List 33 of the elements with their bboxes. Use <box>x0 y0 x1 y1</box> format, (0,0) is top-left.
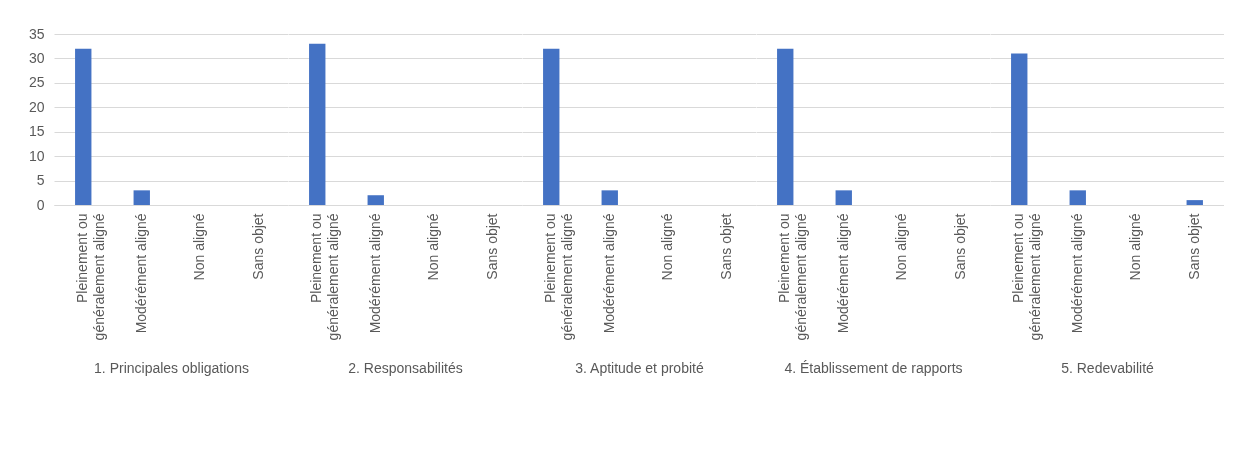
x-tick-label: Non aligné <box>191 213 208 281</box>
x-tick-label: Pleinement ou généralement aligné <box>308 213 342 341</box>
x-axis-title: 3. Aptitude et probité <box>575 360 704 377</box>
y-tick-label: 35 <box>28 25 45 42</box>
x-tick-label: Sans objet <box>483 213 500 280</box>
x-tick-label: Modérément aligné <box>600 213 617 334</box>
y-tick-label: 5 <box>36 172 45 189</box>
x-axis-title: 5. Redevabilité <box>1061 360 1155 377</box>
x-tick-label: Non aligné <box>1127 213 1144 281</box>
x-tick-label: Non aligné <box>425 213 442 281</box>
y-tick-label: 30 <box>28 49 45 66</box>
x-tick-label: Sans objet <box>1185 213 1202 280</box>
x-tick-label: Modérément aligné <box>834 213 851 334</box>
x-tick-label: Sans objet <box>717 213 734 280</box>
x-tick-label: Non aligné <box>893 213 910 281</box>
y-tick-label: 0 <box>36 196 45 213</box>
x-tick-label: Non aligné <box>659 213 676 281</box>
x-tick-label: Pleinement ou généralement aligné <box>542 213 576 341</box>
x-tick-label: Pleinement ou généralement aligné <box>1010 213 1044 341</box>
y-tick-label: 25 <box>28 74 45 91</box>
y-tick-label: 15 <box>28 123 45 140</box>
x-tick-label: Sans objet <box>951 213 968 280</box>
x-axis-title: 4. Établissement de rapports <box>784 360 963 377</box>
x-axis-title: 1. Principales obligations <box>94 360 249 377</box>
x-tick-label: Sans objet <box>249 213 266 280</box>
x-tick-label: Pleinement ou généralement aligné <box>776 213 810 341</box>
x-tick-label: Modérément aligné <box>132 213 149 334</box>
y-tick-label: 10 <box>28 147 45 164</box>
y-tick-label: 20 <box>28 98 45 115</box>
x-tick-label: Pleinement ou généralement aligné <box>74 213 108 341</box>
x-tick-label: Modérément aligné <box>366 213 383 334</box>
x-tick-label: Modérément aligné <box>1068 213 1085 334</box>
x-axis-title: 2. Responsabilités <box>348 360 463 377</box>
